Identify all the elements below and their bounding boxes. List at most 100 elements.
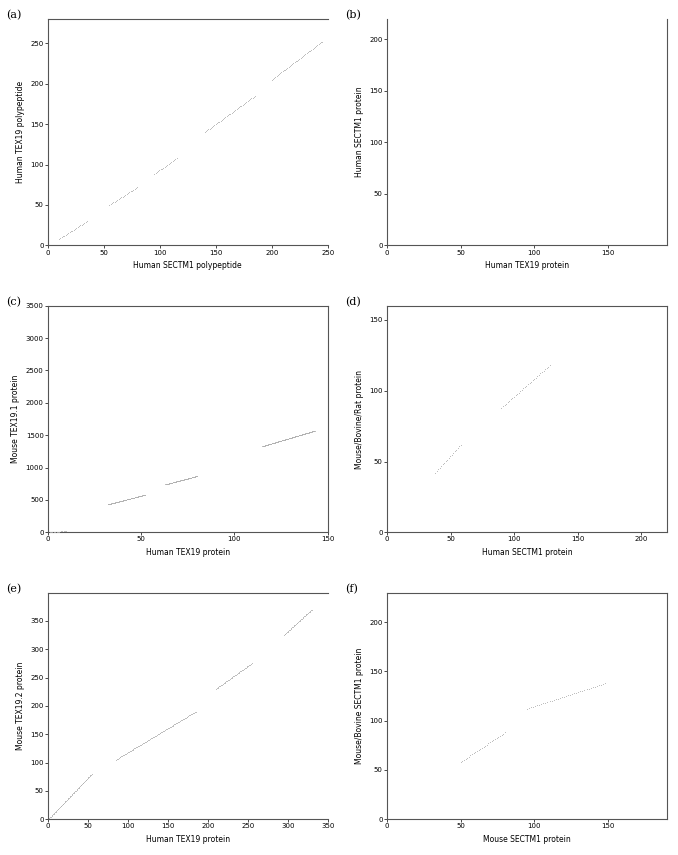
Point <box>186 470 197 484</box>
Point <box>218 677 228 691</box>
Point <box>300 609 311 622</box>
Point <box>265 437 276 451</box>
Point <box>501 397 512 410</box>
Point <box>110 496 121 510</box>
Point <box>129 491 140 504</box>
Point <box>250 89 260 103</box>
Point <box>521 379 532 392</box>
Point <box>523 701 534 715</box>
Point <box>262 438 273 451</box>
Point <box>136 489 147 503</box>
Point <box>277 433 288 447</box>
Point <box>298 610 309 624</box>
Point <box>187 470 198 484</box>
Point <box>163 722 174 735</box>
Point <box>115 494 126 508</box>
Point <box>59 795 70 809</box>
Point <box>191 469 201 483</box>
Point <box>491 731 502 745</box>
Point <box>105 497 116 510</box>
Point <box>234 665 245 679</box>
Point <box>125 744 136 758</box>
Point <box>263 438 274 451</box>
Point <box>56 799 67 812</box>
Point <box>209 118 220 132</box>
Point <box>302 426 313 439</box>
Point <box>260 439 271 452</box>
Point <box>75 219 86 233</box>
Point <box>86 767 97 781</box>
Point <box>219 675 230 689</box>
Point <box>134 489 144 503</box>
Point <box>85 769 96 782</box>
Point <box>544 694 555 708</box>
Point <box>283 432 294 445</box>
Point <box>123 492 134 506</box>
Point <box>540 363 551 376</box>
Point <box>496 401 507 415</box>
Point <box>139 488 150 502</box>
Point <box>294 428 305 442</box>
Point <box>112 495 123 509</box>
Point <box>306 425 317 439</box>
Point <box>294 428 305 442</box>
Point <box>182 710 193 723</box>
Point <box>176 474 186 487</box>
Y-axis label: Human SECTM1 protein: Human SECTM1 protein <box>355 87 363 178</box>
Point <box>188 470 199 484</box>
Point <box>111 194 121 208</box>
Point <box>113 495 124 509</box>
Point <box>78 775 89 789</box>
Point <box>292 616 303 629</box>
Point <box>300 47 311 61</box>
Point <box>116 494 127 508</box>
Point <box>260 439 271 452</box>
Point <box>551 693 561 706</box>
Point <box>161 477 172 491</box>
Point <box>277 433 288 447</box>
Text: (b): (b) <box>345 9 361 21</box>
Point <box>164 476 175 490</box>
Point <box>287 430 298 444</box>
Point <box>299 427 310 440</box>
Point <box>264 437 275 451</box>
Point <box>512 387 523 401</box>
Point <box>108 496 119 510</box>
Point <box>298 428 309 441</box>
Point <box>290 618 300 632</box>
Point <box>292 429 302 443</box>
Point <box>115 192 125 205</box>
Point <box>275 434 286 448</box>
Point <box>296 428 307 441</box>
Point <box>104 498 115 511</box>
Point <box>281 626 292 640</box>
Point <box>258 439 269 452</box>
Point <box>285 431 296 445</box>
Point <box>118 493 129 507</box>
Point <box>313 38 324 51</box>
Point <box>290 429 301 443</box>
Point <box>191 469 202 483</box>
Point <box>182 472 193 486</box>
Point <box>436 459 447 473</box>
Point <box>134 489 145 503</box>
Point <box>224 108 235 121</box>
Point <box>65 789 76 803</box>
Text: (e): (e) <box>6 583 21 594</box>
Point <box>221 109 232 123</box>
Point <box>60 794 71 808</box>
Point <box>473 743 484 757</box>
Point <box>308 424 319 438</box>
Point <box>277 433 287 447</box>
Point <box>230 103 241 117</box>
Point <box>184 471 195 485</box>
Point <box>517 383 527 397</box>
Point <box>176 474 186 487</box>
Point <box>462 751 473 764</box>
Point <box>219 111 230 125</box>
Point <box>281 62 292 75</box>
Point <box>54 233 64 246</box>
Point <box>58 796 69 810</box>
Point <box>301 427 312 440</box>
Point <box>124 745 135 758</box>
